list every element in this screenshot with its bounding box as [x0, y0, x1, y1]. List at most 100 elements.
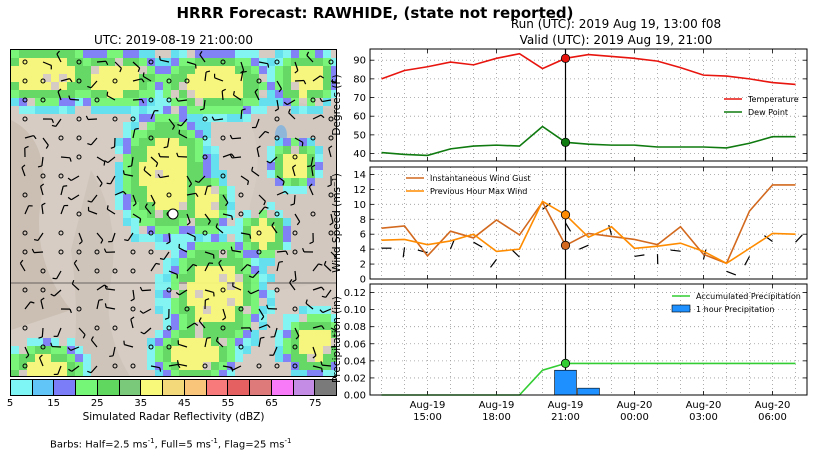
radar-cell	[115, 186, 123, 194]
radar-cell	[195, 154, 203, 162]
y-tick-label: 60	[353, 112, 366, 123]
radar-cell	[315, 66, 323, 74]
calm-wind-circle	[328, 116, 334, 122]
calm-wind-circle	[166, 192, 172, 198]
radar-cell	[227, 90, 235, 98]
radar-cell	[187, 74, 195, 82]
wind-barb-flag	[194, 180, 199, 183]
radar-cell	[43, 338, 51, 346]
radar-cell	[195, 346, 203, 354]
radar-cell	[235, 66, 243, 74]
wind-barb	[289, 282, 296, 291]
calm-wind-circle	[256, 363, 262, 369]
wind-barb	[322, 99, 332, 103]
radar-cell	[299, 346, 307, 354]
radar-cell	[187, 314, 195, 322]
wind-barb-flag	[134, 127, 139, 130]
radar-cell	[267, 258, 275, 266]
calm-wind-circle	[220, 59, 226, 65]
wind-barb-flag	[51, 118, 54, 124]
radar-cell	[203, 354, 211, 362]
wind-barb-flag	[41, 202, 46, 206]
radar-cell	[163, 82, 171, 90]
radar-cell	[211, 338, 219, 346]
radar-cell	[35, 106, 43, 114]
wind-barb	[53, 289, 62, 297]
radar-cell	[307, 178, 315, 186]
radar-cell	[115, 50, 123, 58]
calm-wind-circle	[130, 116, 136, 122]
radar-cell	[155, 362, 163, 370]
wind-barb	[276, 262, 280, 272]
highlight-point	[560, 240, 571, 250]
radar-cell	[27, 90, 35, 98]
radar-cell	[219, 370, 227, 376]
colorbar-swatch	[227, 380, 250, 395]
wind-barb	[96, 175, 103, 184]
wind-barb	[764, 235, 773, 242]
radar-cell	[139, 82, 147, 90]
radar-cell	[307, 146, 315, 154]
radar-cell	[147, 50, 155, 58]
radar-cell	[315, 354, 323, 362]
wind-barb	[168, 363, 178, 367]
radar-cell	[67, 66, 75, 74]
wind-barb	[240, 232, 250, 236]
radar-cell	[203, 346, 211, 354]
calm-wind-circle	[76, 135, 82, 141]
calm-wind-circle	[76, 306, 82, 312]
y-tick-label: 0.04	[344, 356, 366, 367]
wind-barb	[276, 80, 283, 90]
wind-barb	[204, 338, 208, 348]
radar-cell	[187, 146, 195, 154]
wind-barb-flag	[166, 241, 171, 245]
wind-barb	[240, 264, 248, 272]
radar-cell	[43, 98, 51, 106]
radar-cell	[163, 122, 171, 130]
radar-cell	[187, 98, 195, 106]
wind-barb-flag	[199, 50, 203, 55]
wind-barb	[60, 186, 64, 196]
radar-cell	[43, 82, 51, 90]
wind-barb	[24, 205, 30, 215]
radar-cell	[251, 98, 259, 106]
wind-barb	[231, 156, 242, 159]
wind-barb-flag	[38, 336, 43, 339]
wind-barb	[186, 232, 196, 238]
radar-cell	[211, 178, 219, 186]
radar-cell	[171, 338, 179, 346]
radar-cell	[147, 82, 155, 90]
wind-barb	[168, 270, 178, 276]
radar-cell	[171, 122, 179, 130]
wind-barb	[199, 54, 206, 63]
radar-cell	[251, 298, 259, 306]
radar-cell	[251, 250, 259, 258]
legend-label: Dew Point	[748, 108, 788, 117]
colorbar-tick-label: 65	[265, 398, 278, 409]
radar-cell	[243, 242, 251, 250]
radar-cell	[147, 154, 155, 162]
wind-barb-flag	[296, 221, 301, 226]
calm-wind-circle	[58, 135, 64, 141]
radar-cell	[323, 74, 331, 82]
wind-barb	[150, 263, 157, 272]
wind-barb	[312, 75, 321, 82]
x-tick-label: 03:00	[689, 412, 718, 423]
wind-barb-flag	[225, 202, 229, 207]
x-tick-label: 18:00	[482, 412, 511, 423]
wind-barb	[330, 213, 334, 223]
radar-cell	[291, 362, 299, 370]
radar-cell	[251, 66, 259, 74]
radar-cell	[251, 290, 259, 298]
radar-cell	[131, 178, 139, 186]
radar-cell	[171, 250, 179, 258]
wind-barb-flag	[295, 335, 300, 340]
wind-barb	[90, 80, 98, 89]
radar-cell	[275, 74, 283, 82]
radar-cell	[219, 354, 227, 362]
radar-cell	[163, 186, 171, 194]
radar-cell	[91, 106, 99, 114]
wind-barb	[150, 110, 155, 120]
wind-barb	[96, 156, 106, 163]
radar-cell	[123, 210, 131, 218]
